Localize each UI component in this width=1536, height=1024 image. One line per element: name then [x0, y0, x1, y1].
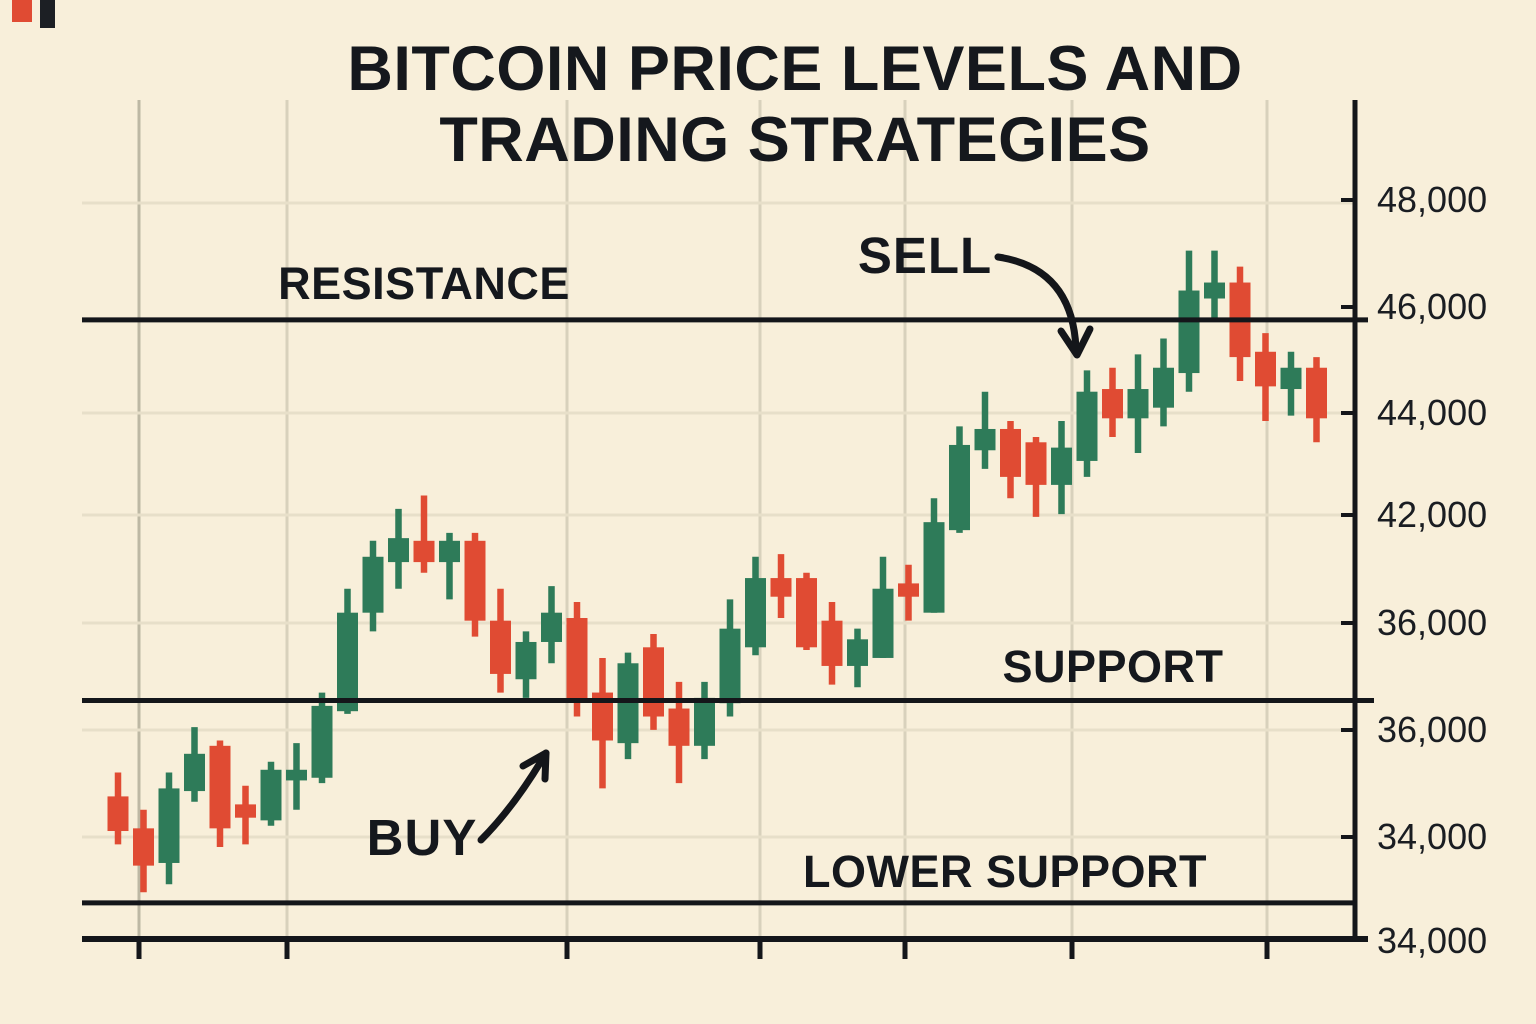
bullish-candle-body: [158, 788, 180, 863]
bullish-candle-body: [923, 522, 945, 613]
bullish-candle-body: [719, 628, 741, 704]
sell-arrow: [994, 253, 1080, 352]
y-axis-label-48000: 48,000: [1377, 179, 1488, 220]
support-label: SUPPORT: [1002, 641, 1224, 692]
y-axis-label-34000-a: 34,000: [1377, 816, 1488, 857]
bullish-candle-body: [311, 705, 333, 778]
candles: [107, 250, 1327, 893]
bearish-candle-body: [1025, 442, 1047, 485]
bullish-candle-body: [949, 444, 970, 531]
y-axis-label-34000-b: 34,000: [1377, 920, 1488, 961]
resistance-label: RESISTANCE: [278, 258, 570, 309]
sell-annotation-label: SELL: [857, 227, 993, 284]
bullish-candle-body: [745, 578, 766, 648]
bullish-candle-body: [847, 639, 868, 666]
y-axis-label-42000: 42,000: [1377, 494, 1488, 535]
bearish-candle-body: [1102, 389, 1123, 419]
bearish-candle-body: [1306, 367, 1327, 419]
edge-artifacts: [12, 0, 55, 28]
gridlines: [82, 100, 1355, 939]
bullish-candle-body: [617, 663, 639, 744]
bearish-candle-body: [107, 796, 129, 832]
title-line-1: BITCOIN PRICE LEVELS AND: [347, 34, 1243, 104]
bullish-candle-body: [388, 538, 409, 563]
bullish-candle-body: [1204, 282, 1225, 299]
bearish-candle-body: [566, 618, 588, 701]
y-axis-label-36000-a: 36,000: [1377, 602, 1488, 643]
y-axis-label-46000: 46,000: [1377, 286, 1488, 327]
y-axis-label-36000-b: 36,000: [1377, 709, 1488, 750]
page-title: BITCOIN PRICE LEVELS AND TRADING STRATEG…: [0, 34, 1536, 176]
bullish-candle-body: [337, 612, 358, 712]
edge-artifact-dark: [40, 0, 55, 28]
axes: [82, 100, 1368, 959]
buy-arrow: [477, 749, 550, 844]
bullish-candle-body: [541, 612, 562, 642]
bearish-candle-body: [490, 620, 511, 674]
bearish-candle-body: [898, 583, 919, 597]
bearish-candle-body: [821, 620, 843, 666]
bullish-candle-body: [362, 556, 384, 613]
bullish-candle-body: [1051, 447, 1072, 485]
bearish-candle-body: [668, 708, 690, 746]
bullish-candle-body: [1076, 391, 1098, 461]
annotation-arrows: [477, 253, 1094, 844]
bullish-candle-body: [974, 428, 996, 451]
lower-support-label: LOWER SUPPORT: [802, 846, 1208, 897]
bearish-candle-body: [209, 745, 231, 829]
bullish-candle-body: [184, 753, 205, 792]
bullish-candle-body: [515, 641, 537, 680]
bearish-candle-body: [413, 540, 435, 563]
bullish-candle-body: [260, 769, 282, 821]
buy-annotation-label: BUY: [366, 809, 478, 866]
bearish-candle-body: [464, 540, 486, 621]
bullish-candle-body: [1127, 389, 1149, 419]
bullish-candle-body: [1153, 367, 1174, 408]
bearish-candle-body: [235, 804, 256, 818]
bearish-candle-body: [592, 692, 613, 741]
bullish-candle-body: [286, 769, 307, 781]
sell-arrowhead-icon: [1057, 325, 1094, 359]
level-lines: [82, 317, 1374, 906]
bullish-candle-body: [694, 697, 715, 746]
bullish-candle-body: [439, 540, 460, 563]
bearish-candle-body: [796, 578, 817, 648]
bearish-candle-body: [1000, 428, 1021, 477]
bullish-candle-body: [1280, 367, 1302, 390]
bearish-candle-body: [1255, 351, 1276, 387]
bullish-candle-body: [1178, 290, 1200, 374]
title-line-2: TRADING STRATEGIES: [439, 105, 1151, 176]
buy-arrowhead-icon: [519, 749, 550, 783]
bearish-candle-body: [770, 578, 792, 597]
edge-artifact-red: [12, 0, 32, 22]
bearish-candle-body: [133, 828, 154, 866]
bullish-candle-body: [872, 588, 894, 658]
bearish-candle-body: [643, 647, 664, 717]
y-axis-label-44000: 44,000: [1377, 392, 1488, 433]
